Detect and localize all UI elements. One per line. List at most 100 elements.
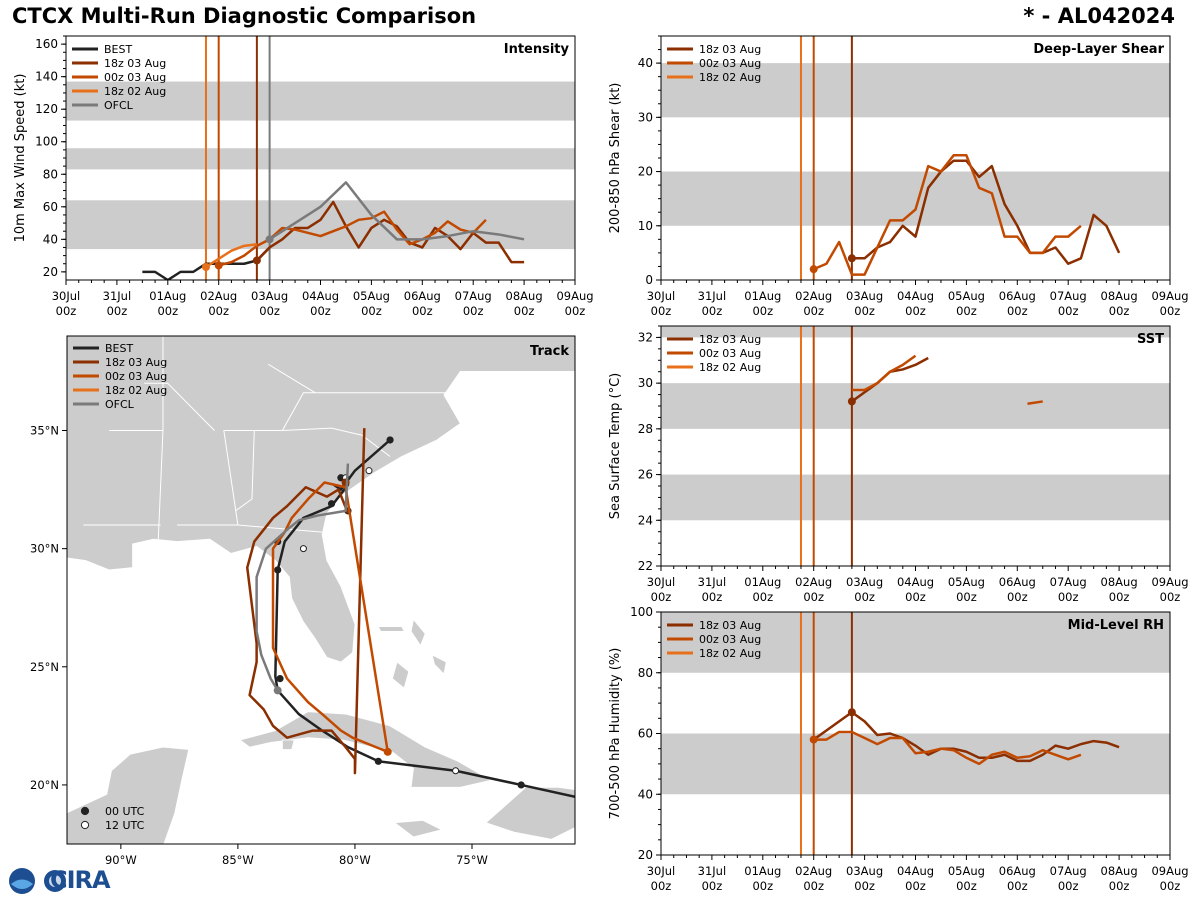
map-area — [67, 336, 575, 844]
x-tick-label: 31Jul — [698, 289, 727, 303]
x-tick-label: 07Aug — [455, 289, 492, 303]
plot-area — [66, 36, 575, 280]
x-tick-label: 05Aug — [948, 289, 985, 303]
legend-entry: BEST — [105, 342, 133, 355]
track-12utc-marker — [299, 545, 307, 553]
y-axis-label: 700-500 hPa Humidity (%) — [608, 648, 623, 820]
legend-entry: 18z 03 Aug — [104, 57, 166, 70]
cira-logo: CIRA — [6, 866, 116, 896]
x-tick-sublabel: 00z — [361, 304, 382, 318]
x-tick-sublabel: 00z — [854, 304, 875, 318]
rh-chart: 2040608010030Jul00z31Jul00z01Aug00z02Aug… — [608, 606, 1189, 893]
x-tick-sublabel: 00z — [1058, 879, 1079, 893]
x-tick-label: 01Aug — [744, 864, 781, 878]
x-tick-label: 06Aug — [999, 864, 1036, 878]
track-00utc-marker — [276, 675, 284, 683]
y-tick-label: 40 — [638, 56, 653, 70]
grand-bahama-land — [377, 626, 405, 632]
track-00utc-marker — [374, 757, 382, 765]
x-tick-label: 04Aug — [302, 289, 339, 303]
x-tick-label: 31Jul — [698, 575, 727, 589]
x-tick-label: 03Aug — [846, 864, 883, 878]
x-tick-sublabel: 00z — [56, 304, 77, 318]
legend-entry: 00z 03 Aug — [699, 633, 761, 646]
series-line-run00z03 — [1027, 400, 1043, 405]
x-tick-label: 04Aug — [897, 575, 934, 589]
lat-tick-label: 35°N — [30, 424, 59, 438]
y-tick-label: 60 — [638, 727, 653, 741]
yucatan-land — [67, 746, 190, 844]
x-tick-sublabel: 00z — [1160, 590, 1181, 604]
x-tick-label: 07Aug — [1050, 575, 1087, 589]
x-tick-sublabel: 00z — [702, 304, 723, 318]
x-tick-sublabel: 00z — [651, 879, 672, 893]
sst-chart: 22242628303230Jul00z31Jul00z01Aug00z02Au… — [608, 325, 1189, 604]
state-border — [237, 524, 323, 533]
legend-entry: 18z 02 Aug — [699, 361, 761, 374]
x-tick-label: 06Aug — [999, 575, 1036, 589]
x-tick-label: 30Jul — [647, 289, 676, 303]
x-tick-sublabel: 00z — [259, 304, 280, 318]
x-tick-sublabel: 00z — [956, 304, 977, 318]
x-tick-label: 03Aug — [846, 575, 883, 589]
x-tick-label: 09Aug — [1151, 864, 1188, 878]
series-start-dot — [809, 265, 818, 274]
series-start-dot — [201, 262, 210, 271]
logo-text: CIRA — [50, 866, 111, 894]
y-tick-label: 80 — [638, 666, 653, 680]
plot-area — [661, 326, 1170, 566]
y-tick-label: 20 — [43, 265, 58, 279]
track-00utc-marker — [327, 500, 336, 508]
x-tick-label: 02Aug — [200, 289, 237, 303]
x-tick-label: 06Aug — [404, 289, 441, 303]
series-start-dot — [265, 235, 274, 244]
series-line-run18z03 — [812, 710, 1120, 763]
x-tick-label: 02Aug — [795, 289, 832, 303]
track-start-dot — [341, 478, 350, 487]
legend-entry: BEST — [104, 43, 132, 56]
y-tick-label: 10 — [638, 219, 653, 233]
x-tick-sublabel: 00z — [1007, 879, 1028, 893]
x-tick-sublabel: 00z — [1058, 590, 1079, 604]
shaded-band — [661, 612, 1170, 673]
y-tick-label: 20 — [638, 165, 653, 179]
plot-area — [661, 36, 1170, 280]
x-tick-label: 04Aug — [897, 289, 934, 303]
x-tick-sublabel: 00z — [854, 590, 875, 604]
track-line-ofcl — [255, 463, 350, 692]
y-tick-label: 100 — [630, 606, 653, 619]
y-tick-label: 30 — [638, 110, 653, 124]
x-tick-label: 07Aug — [1050, 289, 1087, 303]
y-tick-label: 120 — [35, 102, 58, 116]
x-tick-sublabel: 00z — [208, 304, 229, 318]
legend-entry: 18z 03 Aug — [699, 619, 761, 632]
y-tick-label: 140 — [35, 70, 58, 84]
y-tick-label: 100 — [35, 135, 58, 149]
x-tick-sublabel: 00z — [1109, 879, 1130, 893]
lat-tick-label: 20°N — [30, 778, 59, 792]
x-tick-label: 31Jul — [698, 864, 727, 878]
x-tick-sublabel: 00z — [1160, 304, 1181, 318]
x-tick-label: 05Aug — [948, 864, 985, 878]
series-line-ofcl — [268, 181, 525, 241]
plot-area — [661, 612, 1170, 855]
y-tick-label: 22 — [638, 559, 653, 573]
x-tick-label: 30Jul — [647, 864, 676, 878]
x-tick-sublabel: 00z — [1160, 879, 1181, 893]
jamaica-land — [393, 819, 443, 838]
legend-entry: 18z 03 Aug — [699, 43, 761, 56]
track-start-dot — [383, 747, 392, 756]
legend-00utc-marker — [80, 806, 90, 816]
track-00utc-marker — [386, 436, 394, 444]
x-tick-sublabel: 00z — [565, 304, 586, 318]
x-tick-label: 02Aug — [795, 864, 832, 878]
y-tick-label: 60 — [43, 200, 58, 214]
lon-tick-label: 75°W — [456, 853, 488, 867]
state-border — [268, 363, 316, 394]
x-tick-label: 31Jul — [103, 289, 132, 303]
shaded-band — [661, 171, 1170, 226]
y-tick-label: 0 — [645, 273, 653, 287]
x-tick-sublabel: 00z — [956, 879, 977, 893]
y-tick-label: 30 — [638, 376, 653, 390]
